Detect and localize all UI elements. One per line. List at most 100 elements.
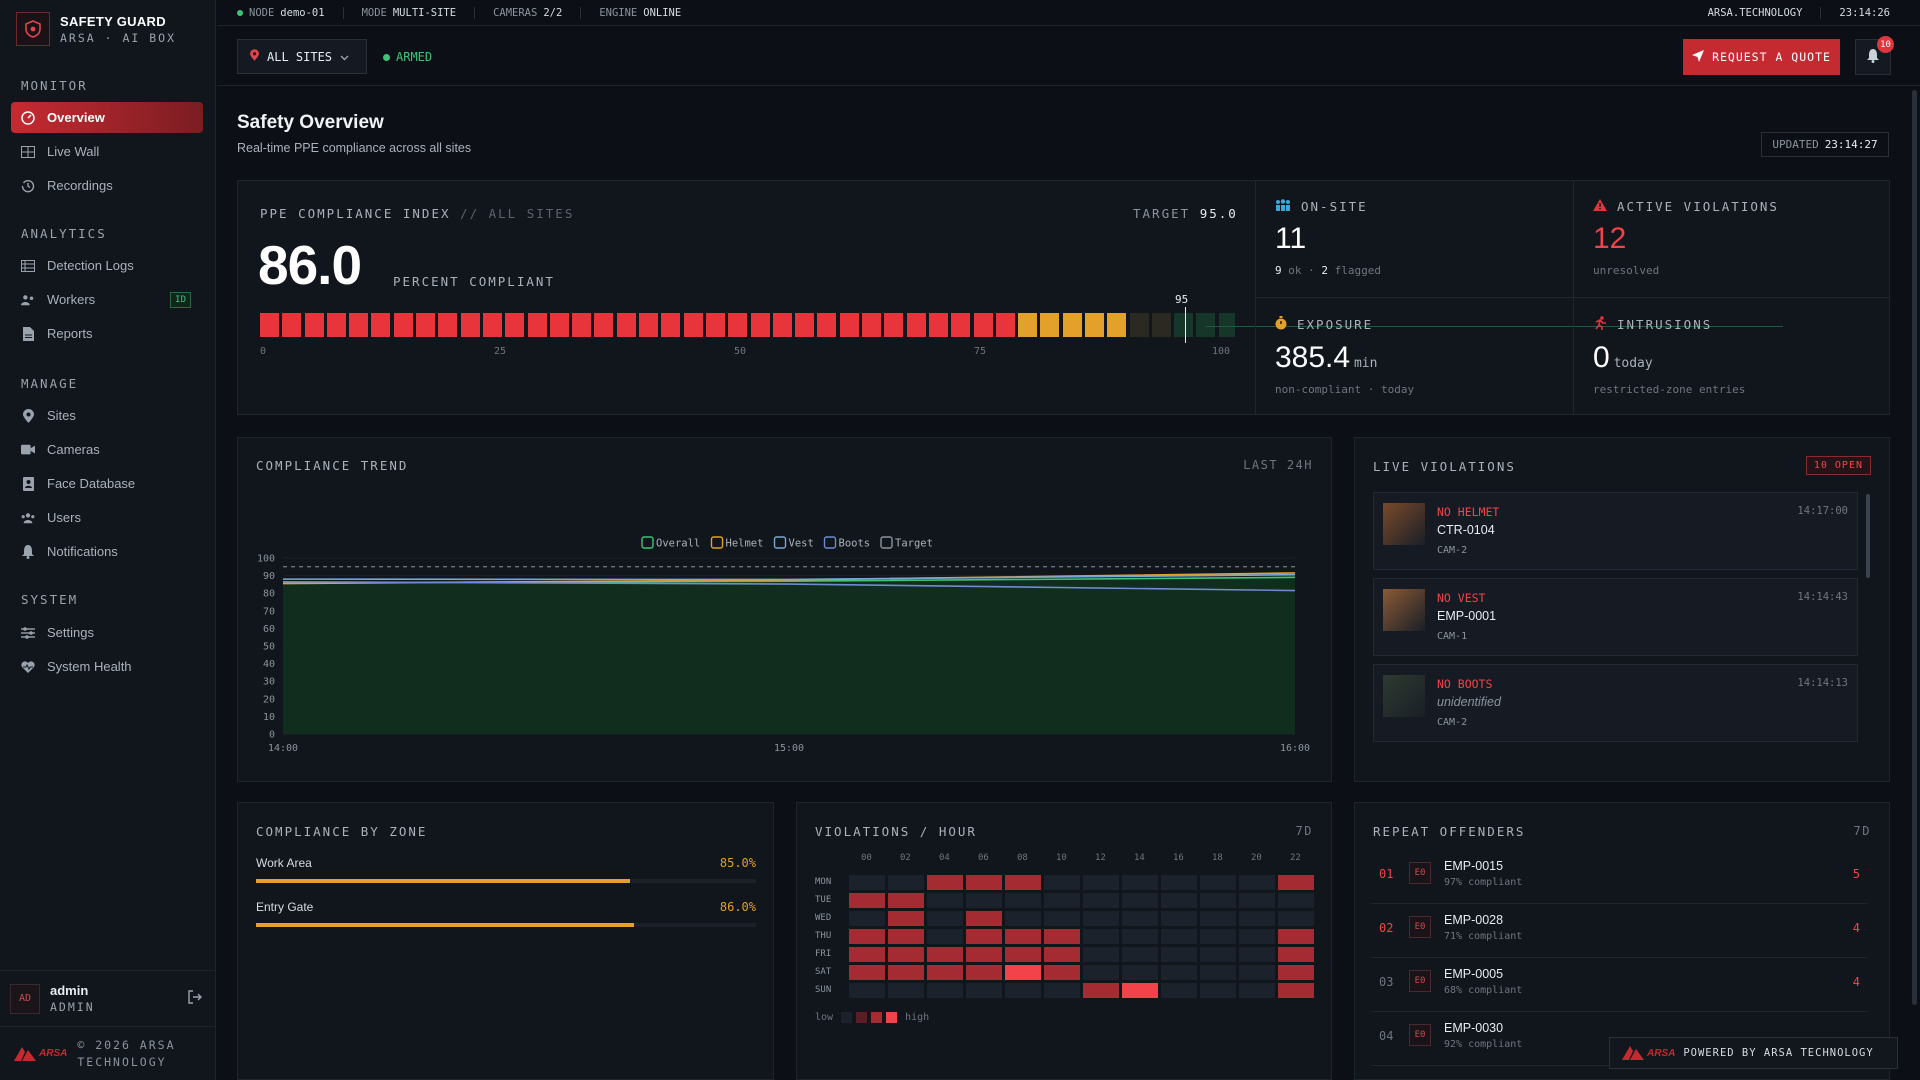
- sidebar-item-live-wall[interactable]: Live Wall: [11, 136, 203, 167]
- intrusions-stat[interactable]: INTRUSIONS 0 today restricted-zone entri…: [1593, 316, 1873, 406]
- heatmap-cell[interactable]: [1200, 893, 1236, 908]
- notifications-button[interactable]: 10: [1855, 36, 1894, 75]
- heatmap-cell[interactable]: [849, 947, 885, 962]
- heatmap-cell[interactable]: [1278, 875, 1314, 890]
- sidebar-item-notifications[interactable]: Notifications: [11, 536, 203, 567]
- heatmap-cell[interactable]: [1083, 875, 1119, 890]
- heatmap-cell[interactable]: [1239, 875, 1275, 890]
- heatmap-cell[interactable]: [1122, 911, 1158, 926]
- violation-item[interactable]: NO BOOTS unidentified CAM-2 14:14:13: [1373, 664, 1858, 742]
- heatmap-cell[interactable]: [888, 893, 924, 908]
- heatmap-range[interactable]: 7D: [1295, 824, 1313, 838]
- heatmap-cell[interactable]: [1122, 875, 1158, 890]
- heatmap-cell[interactable]: [1122, 947, 1158, 962]
- heatmap-cell[interactable]: [888, 983, 924, 998]
- heatmap-cell[interactable]: [1239, 983, 1275, 998]
- heatmap-cell[interactable]: [849, 893, 885, 908]
- heatmap-cell[interactable]: [1161, 875, 1197, 890]
- heatmap-cell[interactable]: [888, 965, 924, 980]
- heatmap-cell[interactable]: [1239, 947, 1275, 962]
- heatmap-cell[interactable]: [966, 947, 1002, 962]
- heatmap-cell[interactable]: [966, 875, 1002, 890]
- heatmap-cell[interactable]: [966, 929, 1002, 944]
- heatmap-cell[interactable]: [1044, 965, 1080, 980]
- heatmap-cell[interactable]: [1161, 983, 1197, 998]
- heatmap-cell[interactable]: [966, 983, 1002, 998]
- heatmap-cell[interactable]: [1278, 911, 1314, 926]
- heatmap-cell[interactable]: [1044, 929, 1080, 944]
- heatmap-cell[interactable]: [1005, 983, 1041, 998]
- heatmap-cell[interactable]: [849, 983, 885, 998]
- heatmap-cell[interactable]: [1083, 893, 1119, 908]
- heatmap-cell[interactable]: [1200, 911, 1236, 926]
- site-select[interactable]: ALL SITES: [237, 39, 367, 74]
- sidebar-item-settings[interactable]: Settings: [11, 617, 203, 648]
- heatmap-cell[interactable]: [849, 965, 885, 980]
- heatmap-cell[interactable]: [1122, 965, 1158, 980]
- heatmap-cell[interactable]: [1200, 929, 1236, 944]
- active-violations-stat[interactable]: ACTIVE VIOLATIONS 12 unresolved: [1593, 199, 1873, 289]
- heatmap-cell[interactable]: [1083, 983, 1119, 998]
- sidebar-item-sites[interactable]: Sites: [11, 400, 203, 431]
- heatmap-cell[interactable]: [888, 947, 924, 962]
- heatmap-cell[interactable]: [849, 911, 885, 926]
- heatmap-cell[interactable]: [1278, 983, 1314, 998]
- heatmap-cell[interactable]: [1005, 893, 1041, 908]
- violation-item[interactable]: NO HELMET CTR-0104 CAM-2 14:17:00: [1373, 492, 1858, 570]
- heatmap-cell[interactable]: [1083, 947, 1119, 962]
- page-scrollbar[interactable]: [1912, 90, 1917, 1005]
- zone-row[interactable]: Entry Gate 86.0%: [256, 900, 756, 936]
- onsite-stat[interactable]: ON-SITE 11 9 ok · 2 flagged: [1275, 199, 1555, 289]
- heatmap-cell[interactable]: [1278, 929, 1314, 944]
- heatmap-cell[interactable]: [966, 965, 1002, 980]
- sidebar-item-face-database[interactable]: Face Database: [11, 468, 203, 499]
- heatmap-cell[interactable]: [927, 983, 963, 998]
- violation-item[interactable]: NO VEST EMP-0001 CAM-1 14:14:43: [1373, 578, 1858, 656]
- heatmap-cell[interactable]: [849, 875, 885, 890]
- heatmap-cell[interactable]: [1239, 911, 1275, 926]
- legend-item-helmet[interactable]: Helmet: [710, 536, 764, 550]
- heatmap-cell[interactable]: [849, 929, 885, 944]
- heatmap-cell[interactable]: [888, 875, 924, 890]
- heatmap-cell[interactable]: [1239, 965, 1275, 980]
- legend-item-vest[interactable]: Vest: [773, 536, 814, 550]
- heatmap-cell[interactable]: [927, 875, 963, 890]
- heatmap-cell[interactable]: [927, 893, 963, 908]
- heatmap-cell[interactable]: [1200, 947, 1236, 962]
- heatmap-cell[interactable]: [927, 929, 963, 944]
- heatmap-cell[interactable]: [1083, 911, 1119, 926]
- heatmap-cell[interactable]: [1161, 965, 1197, 980]
- offender-row[interactable]: 02 E0 EMP-0028 71% compliant 4: [1371, 904, 1868, 958]
- logout-icon[interactable]: [188, 990, 202, 1007]
- offenders-range[interactable]: 7D: [1853, 824, 1871, 838]
- heatmap-cell[interactable]: [1161, 893, 1197, 908]
- heatmap-cell[interactable]: [1200, 965, 1236, 980]
- heatmap-cell[interactable]: [1239, 893, 1275, 908]
- zone-row[interactable]: Work Area 85.0%: [256, 856, 756, 892]
- exposure-stat[interactable]: EXPOSURE 385.4 min non-compliant · today: [1275, 316, 1555, 406]
- heatmap-cell[interactable]: [927, 965, 963, 980]
- heatmap-cell[interactable]: [966, 911, 1002, 926]
- offender-row[interactable]: 01 E0 EMP-0015 97% compliant 5: [1371, 850, 1868, 904]
- sidebar-item-users[interactable]: Users: [11, 502, 203, 533]
- heatmap-cell[interactable]: [1200, 875, 1236, 890]
- heatmap-cell[interactable]: [1278, 965, 1314, 980]
- heatmap-cell[interactable]: [1005, 929, 1041, 944]
- legend-item-boots[interactable]: Boots: [823, 536, 871, 550]
- sidebar-item-system-health[interactable]: System Health: [11, 651, 203, 682]
- sidebar-item-recordings[interactable]: Recordings: [11, 170, 203, 201]
- heatmap-cell[interactable]: [1005, 911, 1041, 926]
- heatmap-cell[interactable]: [1005, 875, 1041, 890]
- heatmap-cell[interactable]: [1161, 911, 1197, 926]
- trend-range[interactable]: LAST 24H: [1243, 458, 1313, 472]
- heatmap-cell[interactable]: [1083, 929, 1119, 944]
- sidebar-item-overview[interactable]: Overview: [11, 102, 203, 133]
- heatmap-cell[interactable]: [966, 893, 1002, 908]
- legend-item-overall[interactable]: Overall: [641, 536, 700, 550]
- heatmap-cell[interactable]: [1005, 947, 1041, 962]
- heatmap-cell[interactable]: [1122, 983, 1158, 998]
- heatmap-cell[interactable]: [927, 947, 963, 962]
- heatmap-cell[interactable]: [888, 929, 924, 944]
- heatmap-cell[interactable]: [927, 911, 963, 926]
- heatmap-cell[interactable]: [1122, 893, 1158, 908]
